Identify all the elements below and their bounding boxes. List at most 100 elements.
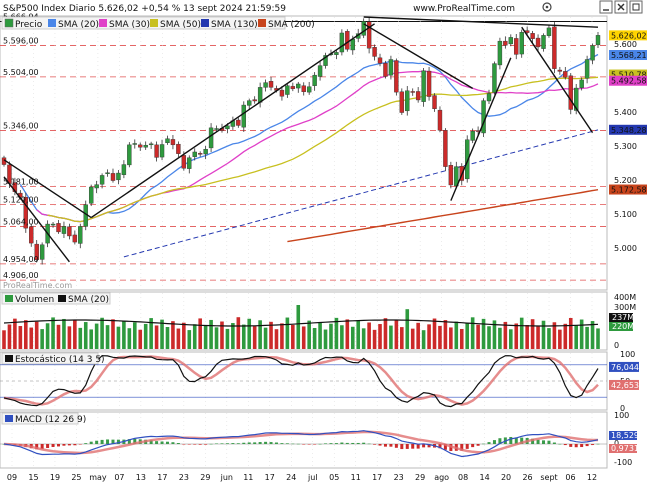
- candle: [50, 223, 56, 226]
- macd-histogram-bar: [552, 442, 556, 444]
- volume-bars: [2, 305, 600, 349]
- macd-histogram-bar: [318, 443, 322, 445]
- candle: [426, 70, 432, 97]
- volume-bar: [285, 317, 290, 349]
- macd-histogram-bar: [182, 444, 186, 445]
- svg-text:SMA (20): SMA (20): [58, 20, 99, 30]
- candle: [312, 74, 317, 86]
- macd-histogram-bar: [367, 443, 371, 445]
- candle: [296, 83, 301, 89]
- svg-text:100: 100: [614, 411, 629, 420]
- macd-histogram-bar: [329, 443, 333, 444]
- volume-bar: [498, 327, 502, 349]
- volume-legend: Volumen SMA (20): [1, 292, 111, 305]
- svg-text:SMA (200): SMA (200): [268, 20, 315, 30]
- candle: [519, 32, 524, 55]
- x-tick-label: jun: [220, 473, 233, 482]
- macd-histogram-bar: [591, 444, 595, 445]
- volume-bar: [476, 324, 480, 349]
- candle: [508, 37, 514, 45]
- svg-text:SMA (20): SMA (20): [68, 295, 109, 305]
- expand-icon[interactable]: [629, 0, 643, 14]
- macd-histogram-bar: [155, 441, 159, 444]
- macd-histogram-bar: [492, 440, 496, 444]
- macd-histogram-bar: [209, 443, 213, 445]
- macd-histogram-bar: [394, 444, 398, 448]
- volume-bar: [400, 327, 404, 349]
- macd-histogram-bar: [307, 444, 311, 445]
- candle: [121, 164, 127, 175]
- value-tag: [609, 184, 647, 195]
- macd-histogram-bar: [585, 444, 589, 447]
- candle: [350, 38, 355, 51]
- macd-histogram-bar: [334, 443, 338, 444]
- volume-bar: [241, 324, 246, 349]
- macd-histogram-bar: [558, 443, 562, 445]
- stoch-value-tag: [609, 361, 639, 372]
- macd-histogram-bar: [127, 439, 131, 444]
- left-tick-label: 4.906,00: [3, 271, 39, 280]
- macd-histogram-bar: [405, 444, 409, 449]
- volume-bar: [552, 322, 557, 349]
- candle: [127, 144, 132, 166]
- x-tick-label: 24: [286, 473, 296, 482]
- volume-bar: [579, 319, 584, 349]
- candle: [557, 69, 563, 72]
- left-tick-label: 4.954,00: [3, 255, 39, 264]
- volume-bar: [449, 327, 453, 349]
- candle: [377, 57, 383, 64]
- candle: [361, 21, 366, 36]
- right-value-tags: 5.626,02 5.568,21 5.510,785.492,58 5.348,28…: [609, 30, 647, 195]
- value-tag-label: 5.626,02: [611, 31, 647, 40]
- site-label: www.ProRealTime.com: [413, 4, 515, 14]
- macd-histogram-bar: [116, 439, 120, 444]
- volume-bar: [67, 326, 72, 349]
- volume-bar: [182, 322, 186, 349]
- volume-bar: [340, 325, 344, 349]
- candle: [138, 144, 143, 148]
- candle: [268, 81, 274, 88]
- candle: [595, 35, 601, 46]
- candle: [301, 85, 306, 93]
- candle: [176, 143, 181, 154]
- candle: [486, 93, 492, 102]
- volume-bar: [394, 319, 399, 349]
- volume-bar: [405, 309, 410, 349]
- sma200-line: [287, 189, 599, 243]
- macd-histogram-bar: [149, 440, 153, 444]
- macd-histogram-bar: [547, 440, 551, 444]
- macd-histogram-bar: [345, 442, 349, 444]
- moving-averages: [19, 53, 599, 258]
- x-tick-label: 11: [351, 473, 361, 482]
- minimize-icon[interactable]: [599, 0, 613, 14]
- volume-bar: [296, 305, 301, 349]
- candle: [568, 75, 573, 110]
- volume-bar: [329, 323, 333, 349]
- left-tick-label: 5.346,00: [3, 122, 39, 131]
- volume-panel: [0, 291, 608, 351]
- candle: [257, 87, 263, 103]
- price-panel: [0, 15, 608, 291]
- candle: [497, 40, 503, 66]
- close-icon[interactable]: [614, 0, 628, 14]
- sma30-line: [36, 70, 599, 223]
- volume-bar: [536, 326, 540, 349]
- macd-histogram-bar: [460, 444, 464, 451]
- macd-histogram-bar: [351, 442, 355, 444]
- volume-bar: [56, 324, 61, 349]
- volume-bar: [154, 325, 159, 349]
- macd-histogram-bar: [198, 444, 202, 445]
- macd-histogram-bar: [389, 444, 393, 447]
- volume-bar: [509, 329, 513, 349]
- stoch-value-tag: [609, 379, 639, 390]
- macd-histogram-bar: [416, 444, 420, 449]
- volume-sma-line: [3, 319, 599, 327]
- volume-bar: [291, 324, 295, 349]
- x-tick-label: 17: [265, 473, 275, 482]
- gear-icon[interactable]: [542, 2, 552, 12]
- value-tag-label: 5.348,28: [611, 126, 647, 135]
- candle: [590, 45, 595, 61]
- candle: [405, 90, 410, 112]
- candle: [306, 86, 312, 93]
- macd-histogram-bar: [580, 444, 584, 448]
